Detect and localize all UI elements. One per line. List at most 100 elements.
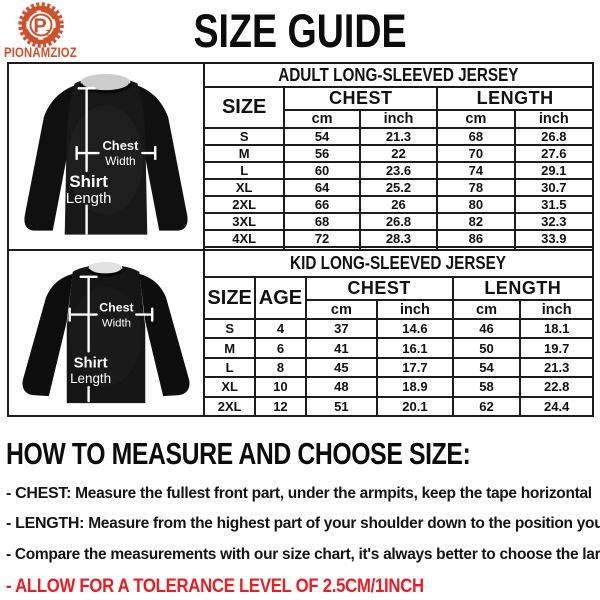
- adult-chest-inch-header: inch: [358, 109, 439, 129]
- chest-cm-cell: 60: [283, 161, 361, 180]
- table-row: M 6 41 16.1 50 19.7: [205, 337, 592, 359]
- brand-logo: P z: [12, 1, 70, 56]
- length-inch-cell: 30.7: [513, 178, 592, 197]
- adult-chest-cm-header: cm: [284, 109, 361, 129]
- chest-instruction-text: Measure the fullest front part, under th…: [71, 484, 592, 502]
- length-instruction-text: Measure from the highest part of your sh…: [84, 515, 600, 532]
- length-inch-cell: 33.9: [513, 229, 592, 248]
- chest-inch-cell: 28.3: [358, 229, 439, 248]
- length-inch-cell: 26.8: [513, 127, 592, 146]
- size-cell: S: [205, 317, 257, 340]
- chest-cm-cell: 45: [304, 356, 379, 379]
- length-inch-cell: 29.1: [513, 161, 592, 180]
- kid-col-age: AGE: [254, 276, 307, 320]
- table-row: SIZE CHEST LENGTH: [205, 86, 592, 129]
- table-row: XL 64 25.2 78 30.7: [205, 178, 592, 197]
- length-inch-cell: 21.3: [519, 356, 592, 379]
- chest-inch-cell: 23.6: [358, 161, 439, 180]
- table-row: M 56 22 70 27.6: [205, 144, 592, 163]
- size-cell: M: [205, 337, 257, 359]
- kid-length-cm-header: cm: [451, 299, 522, 320]
- adult-table-title: ADULT LONG-SLEEVED JERSEY: [278, 64, 519, 85]
- chest-width-label-line2: Width: [105, 154, 135, 168]
- chest-width-label-line1: Chest: [102, 138, 139, 153]
- age-cell: 8: [254, 356, 307, 379]
- chest-cm-cell: 48: [304, 376, 379, 398]
- table-row: ADULT LONG-SLEEVED JERSEY: [205, 64, 592, 88]
- adult-table-container: ADULT LONG-SLEEVED JERSEY SIZE CHEST LEN…: [205, 64, 592, 251]
- collar: [80, 73, 131, 91]
- size-cell: XL: [205, 376, 257, 398]
- gear-logo-icon: P z: [18, 2, 64, 48]
- chest-cm-cell: 68: [283, 212, 361, 231]
- chest-width-label-line1: Chest: [99, 301, 133, 315]
- chest-inch-cell: 18.9: [376, 376, 454, 398]
- chest-instruction: - CHEST: Measure the fullest front part,…: [6, 485, 596, 503]
- logo-monogram-main: P: [33, 16, 46, 38]
- length-cm-cell: 62: [451, 395, 522, 415]
- chest-inch-cell: 17.7: [376, 356, 454, 379]
- chest-cm-cell: 37: [304, 317, 379, 340]
- kid-table-container: KID LONG-SLEEVED JERSEY SIZE AGE CHEST L…: [205, 251, 592, 415]
- brand-name: PIONAMZIOZ: [4, 45, 77, 60]
- table-row: L 8 45 17.7 54 21.3: [205, 356, 592, 379]
- kid-col-length: LENGTH: [451, 276, 592, 301]
- compare-instruction-text: - Compare the measurements with our size…: [6, 545, 600, 563]
- length-inch-cell: 19.7: [519, 337, 592, 359]
- length-cm-cell: 80: [436, 195, 516, 214]
- table-row: L 60 23.6 74 29.1: [205, 161, 592, 180]
- adult-col-chest: CHEST: [283, 86, 439, 111]
- table-row: SIZE AGE CHEST LENGTH: [205, 276, 592, 320]
- compare-instruction: - Compare the measurements with our size…: [6, 546, 600, 564]
- length-inch-cell: 32.3: [513, 212, 592, 231]
- size-cell: 4XL: [205, 229, 286, 248]
- adult-shirt-image: Shirt Length Chest Width: [24, 73, 188, 235]
- chest-inch-cell: 22: [358, 144, 439, 163]
- chest-cm-cell: 72: [283, 229, 361, 248]
- length-cm-cell: 70: [436, 144, 516, 163]
- length-cm-cell: 86: [436, 229, 516, 248]
- table-row: S 4 37 14.6 46 18.1: [205, 317, 592, 340]
- table-row: KID LONG-SLEEVED JERSEY: [205, 251, 592, 278]
- page-title: SIZE GUIDE: [193, 4, 407, 57]
- chest-inch-cell: 16.1: [376, 337, 454, 359]
- table-row: cm inch cm inch: [205, 299, 592, 320]
- age-cell: 12: [254, 395, 307, 415]
- chest-cm-cell: 86: [283, 246, 361, 249]
- length-inch-cell: 35.4: [513, 246, 592, 249]
- chest-cm-cell: 54: [283, 127, 361, 146]
- size-cell: M: [205, 144, 286, 163]
- chest-inch-cell: 26: [358, 195, 439, 214]
- how-to-heading: HOW TO MEASURE AND CHOOSE SIZE:: [6, 436, 471, 471]
- chest-cm-cell: 41: [304, 337, 379, 359]
- shirt-length-label-line2: Length: [66, 190, 112, 207]
- length-cm-cell: 58: [451, 376, 522, 398]
- length-cm-cell: 68: [436, 127, 516, 146]
- length-inch-cell: 31.5: [513, 195, 592, 214]
- adult-col-size: SIZE: [205, 86, 286, 129]
- table-row: XL 10 48 18.9 58 22.8: [205, 376, 592, 398]
- table-row: S 54 21.3 68 26.8: [205, 127, 592, 146]
- length-cm-cell: 74: [436, 161, 516, 180]
- table-row: 3XL 68 26.8 82 32.3: [205, 212, 592, 231]
- adult-length-cm-header: cm: [436, 109, 516, 129]
- chest-inch-cell: 25.2: [358, 178, 439, 197]
- kid-size-table: KID LONG-SLEEVED JERSEY SIZE AGE CHEST L…: [205, 251, 592, 415]
- length-inch-cell: 22.8: [519, 376, 592, 398]
- chest-cm-cell: 66: [283, 195, 361, 214]
- adult-col-length: LENGTH: [436, 86, 592, 111]
- kid-chest-cm-header: cm: [305, 299, 379, 320]
- age-cell: 6: [254, 337, 307, 359]
- kid-length-inch-header: inch: [519, 299, 592, 320]
- collar: [88, 261, 123, 274]
- length-cm-cell: 50: [451, 337, 522, 359]
- size-cell: 3XL: [205, 212, 286, 231]
- size-cell: S: [205, 127, 286, 146]
- length-cm-cell: 82: [436, 212, 516, 231]
- chest-inch-cell: 14.6: [376, 317, 454, 340]
- age-cell: 10: [254, 376, 307, 398]
- size-guide-panel: Shirt Length Chest Width ADULT LONG-SLEE…: [7, 62, 594, 417]
- chest-cm-cell: 64: [283, 178, 361, 197]
- length-cm-cell: 78: [436, 178, 516, 197]
